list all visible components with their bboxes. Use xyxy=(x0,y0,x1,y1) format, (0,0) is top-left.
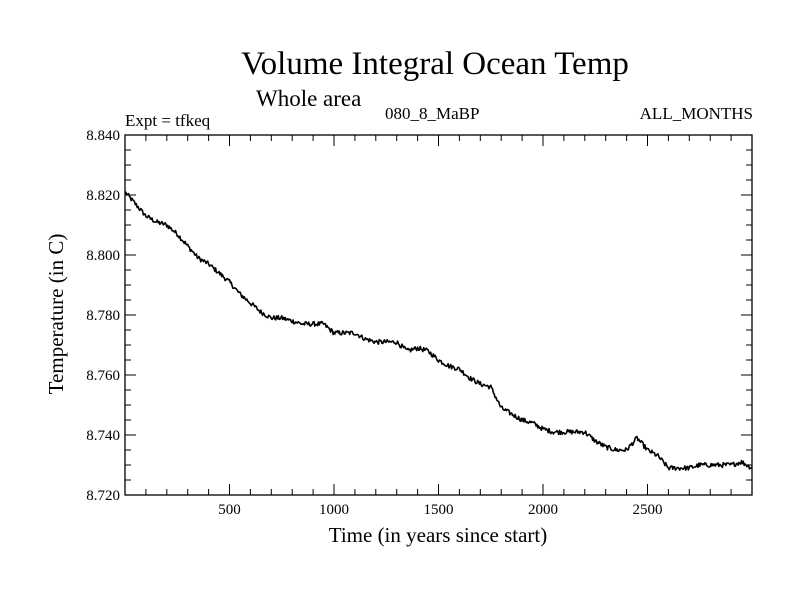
y-tick-label: 8.800 xyxy=(86,248,120,264)
x-axis-tick-labels: 500 1000 1500 2000 2500 xyxy=(218,502,662,518)
y-tick-label: 8.760 xyxy=(86,368,120,384)
plot-frame xyxy=(124,134,753,496)
x-axis-ticks xyxy=(145,135,732,495)
chart-title: Volume Integral Ocean Temp xyxy=(241,46,629,82)
y-tick-label: 8.720 xyxy=(86,488,120,504)
period-label: ALL_MONTHS xyxy=(639,104,753,123)
x-tick-label: 2500 xyxy=(633,502,663,518)
y-tick-label: 8.740 xyxy=(86,428,120,444)
x-tick-label: 1500 xyxy=(424,502,454,518)
temperature-series-line xyxy=(124,191,753,471)
experiment-label: Expt = tfkeq xyxy=(125,111,211,130)
y-axis-ticks xyxy=(125,149,752,481)
run-label: 080_8_MaBP xyxy=(385,104,480,123)
y-axis-tick-labels: 8.720 8.740 8.760 8.780 8.800 8.820 8.840 xyxy=(86,128,120,504)
y-tick-label: 8.780 xyxy=(86,308,120,324)
y-tick-label: 8.820 xyxy=(86,188,120,204)
x-tick-label: 1000 xyxy=(319,502,349,518)
y-tick-label: 8.840 xyxy=(86,128,120,144)
x-axis-label: Time (in years since start) xyxy=(329,523,548,547)
x-tick-label: 500 xyxy=(218,502,241,518)
chart-subtitle: Whole area xyxy=(256,86,362,111)
x-tick-label: 2000 xyxy=(528,502,558,518)
y-axis-label: Temperature (in C) xyxy=(44,234,68,395)
